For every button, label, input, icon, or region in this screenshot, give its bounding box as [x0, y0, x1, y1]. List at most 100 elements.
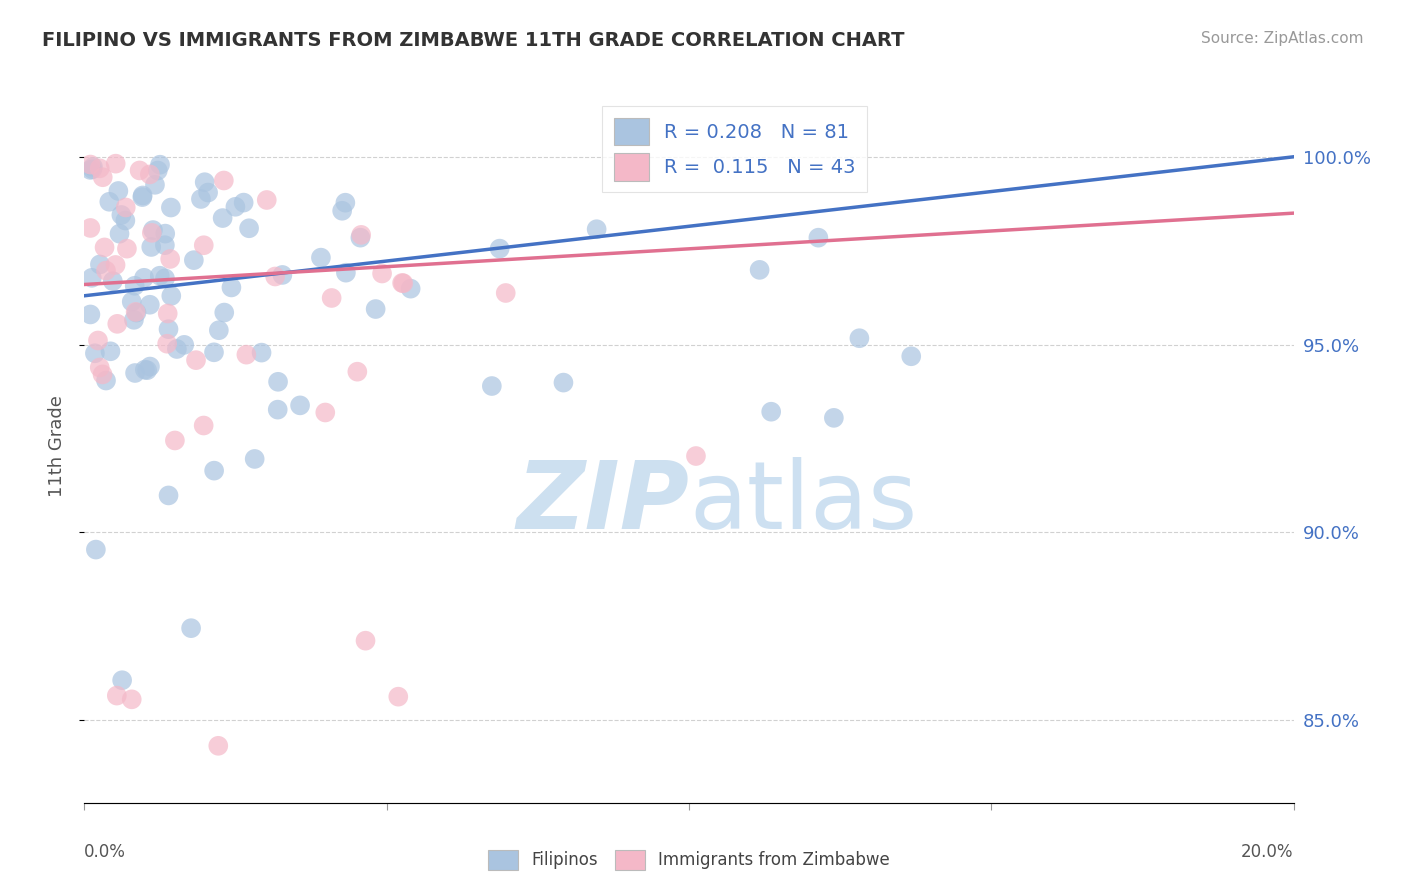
Point	[160, 201, 183, 215]
Point	[553, 376, 575, 390]
Point	[399, 282, 422, 296]
Point	[243, 452, 266, 467]
Point	[371, 267, 394, 281]
Point	[134, 362, 156, 376]
Point	[759, 405, 782, 419]
Point	[124, 305, 146, 319]
Point	[105, 689, 128, 703]
Text: ZIP: ZIP	[516, 457, 689, 549]
Point	[807, 230, 830, 244]
Point	[104, 156, 127, 170]
Point	[163, 434, 186, 448]
Point	[139, 298, 162, 312]
Point	[488, 242, 510, 256]
Point	[159, 252, 181, 266]
Point	[124, 278, 146, 293]
Legend: Filipinos, Immigrants from Zimbabwe: Filipinos, Immigrants from Zimbabwe	[481, 843, 897, 877]
Point	[115, 242, 138, 256]
Point	[160, 289, 183, 303]
Point	[900, 349, 922, 363]
Point	[141, 226, 163, 240]
Text: 0.0%: 0.0%	[84, 843, 127, 861]
Point	[848, 331, 870, 345]
Point	[197, 186, 219, 200]
Point	[80, 270, 103, 285]
Point	[139, 168, 162, 182]
Point	[392, 277, 415, 291]
Point	[139, 359, 162, 374]
Text: 20.0%: 20.0%	[1241, 843, 1294, 861]
Point	[211, 211, 233, 225]
Point	[585, 222, 607, 236]
Y-axis label: 11th Grade: 11th Grade	[48, 395, 66, 497]
Text: atlas: atlas	[689, 457, 917, 549]
Point	[314, 405, 336, 419]
Point	[155, 227, 177, 241]
Point	[153, 271, 176, 285]
Point	[121, 692, 143, 706]
Point	[212, 173, 235, 187]
Point	[125, 305, 148, 319]
Point	[349, 230, 371, 244]
Point	[79, 157, 101, 171]
Point	[121, 294, 143, 309]
Point	[157, 488, 180, 502]
Point	[114, 201, 136, 215]
Point	[748, 263, 770, 277]
Point	[143, 178, 166, 192]
Point	[136, 363, 159, 377]
Point	[101, 274, 124, 288]
Point	[89, 360, 111, 375]
Point	[100, 344, 122, 359]
Point	[114, 213, 136, 227]
Point	[309, 251, 332, 265]
Point	[264, 269, 287, 284]
Point	[104, 258, 127, 272]
Point	[184, 353, 207, 368]
Point	[93, 240, 115, 254]
Point	[481, 379, 503, 393]
Text: FILIPINO VS IMMIGRANTS FROM ZIMBABWE 11TH GRADE CORRELATION CHART: FILIPINO VS IMMIGRANTS FROM ZIMBABWE 11T…	[42, 31, 904, 50]
Point	[194, 175, 217, 189]
Point	[157, 322, 180, 336]
Point	[98, 194, 121, 209]
Point	[232, 195, 254, 210]
Point	[335, 195, 357, 210]
Point	[235, 348, 257, 362]
Point	[131, 190, 153, 204]
Point	[105, 317, 128, 331]
Point	[87, 334, 110, 348]
Point	[122, 313, 145, 327]
Point	[153, 238, 176, 252]
Point	[156, 336, 179, 351]
Point	[156, 306, 179, 320]
Point	[149, 158, 172, 172]
Point	[685, 449, 707, 463]
Point	[267, 375, 290, 389]
Point	[202, 345, 225, 359]
Point	[82, 160, 104, 174]
Point	[79, 308, 101, 322]
Point	[173, 338, 195, 352]
Point	[166, 342, 188, 356]
Point	[346, 365, 368, 379]
Point	[823, 410, 845, 425]
Point	[94, 263, 117, 277]
Point	[391, 276, 413, 290]
Point	[141, 240, 163, 254]
Point	[212, 305, 235, 319]
Point	[131, 188, 153, 202]
Point	[79, 221, 101, 235]
Point	[110, 208, 132, 222]
Point	[146, 163, 169, 178]
Point	[350, 227, 373, 242]
Point	[128, 163, 150, 178]
Point	[91, 170, 114, 185]
Point	[111, 673, 134, 688]
Point	[82, 162, 104, 177]
Point	[224, 200, 246, 214]
Point	[107, 184, 129, 198]
Point	[354, 633, 377, 648]
Point	[83, 346, 105, 360]
Point	[330, 203, 353, 218]
